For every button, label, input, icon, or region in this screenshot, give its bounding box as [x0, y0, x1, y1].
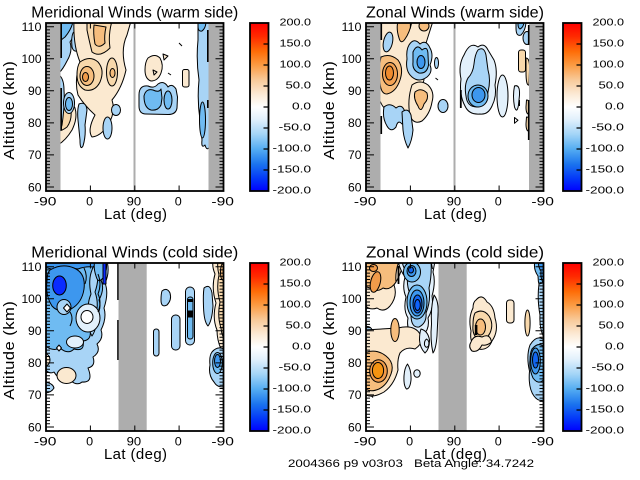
svg-text:Meridional Winds (warm side): Meridional Winds (warm side) — [31, 4, 238, 21]
svg-text:150.0: 150.0 — [593, 279, 625, 290]
svg-text:50.0: 50.0 — [599, 321, 625, 332]
svg-text:Altitude (km): Altitude (km) — [1, 301, 18, 400]
svg-text:Altitude (km): Altitude (km) — [1, 61, 18, 160]
svg-text:70: 70 — [348, 148, 362, 162]
svg-text:2004366 p9 v03r03 Beta Angle: 2004366 p9 v03r03 Beta Angle: 34.7242 — [288, 458, 534, 470]
svg-text:-50.0: -50.0 — [279, 363, 312, 374]
svg-text:-200.0: -200.0 — [586, 426, 625, 437]
svg-text:0.0: 0.0 — [292, 102, 311, 113]
svg-text:80: 80 — [28, 356, 42, 370]
svg-text:-150.0: -150.0 — [273, 405, 312, 416]
svg-text:50.0: 50.0 — [599, 81, 625, 92]
svg-text:60: 60 — [28, 180, 42, 194]
svg-text:90: 90 — [28, 84, 42, 98]
svg-text:150.0: 150.0 — [280, 279, 312, 290]
svg-text:80: 80 — [28, 116, 42, 130]
svg-text:50.0: 50.0 — [286, 321, 312, 332]
svg-text:0: 0 — [86, 195, 93, 209]
svg-text:90: 90 — [348, 324, 362, 338]
svg-text:90: 90 — [28, 324, 42, 338]
svg-text:90: 90 — [127, 435, 142, 449]
svg-text:100: 100 — [22, 52, 42, 66]
svg-text:0.0: 0.0 — [292, 342, 311, 353]
svg-text:100.0: 100.0 — [280, 300, 312, 311]
svg-text:200.0: 200.0 — [280, 258, 312, 269]
svg-text:100: 100 — [342, 52, 362, 66]
svg-text:0: 0 — [175, 435, 182, 449]
svg-text:Zonal Winds (warm side): Zonal Winds (warm side) — [366, 4, 544, 21]
svg-text:0.0: 0.0 — [605, 342, 624, 353]
svg-text:90: 90 — [348, 84, 362, 98]
svg-text:100.0: 100.0 — [593, 60, 625, 71]
svg-text:Lat (deg): Lat (deg) — [104, 446, 168, 463]
svg-text:Lat (deg): Lat (deg) — [424, 446, 488, 463]
svg-text:-200.0: -200.0 — [273, 186, 312, 197]
svg-text:100: 100 — [342, 292, 362, 306]
svg-text:90: 90 — [447, 195, 462, 209]
svg-text:90: 90 — [447, 435, 462, 449]
svg-text:0: 0 — [495, 195, 502, 209]
svg-text:-200.0: -200.0 — [273, 426, 312, 437]
svg-text:-100.0: -100.0 — [273, 144, 312, 155]
svg-text:200.0: 200.0 — [280, 18, 312, 29]
svg-text:-100.0: -100.0 — [586, 384, 625, 395]
svg-text:Zonal Winds (cold side): Zonal Winds (cold side) — [366, 244, 544, 261]
svg-text:Lat (deg): Lat (deg) — [424, 206, 488, 223]
svg-text:-150.0: -150.0 — [586, 165, 625, 176]
svg-text:-90: -90 — [531, 435, 554, 449]
svg-text:150.0: 150.0 — [280, 39, 312, 50]
svg-text:Meridional Winds (cold side): Meridional Winds (cold side) — [31, 244, 238, 261]
svg-text:-90: -90 — [34, 195, 57, 209]
svg-text:100.0: 100.0 — [593, 300, 625, 311]
svg-text:-150.0: -150.0 — [273, 165, 312, 176]
svg-text:110: 110 — [342, 260, 362, 274]
svg-text:0: 0 — [86, 435, 93, 449]
svg-text:-50.0: -50.0 — [592, 363, 625, 374]
svg-text:70: 70 — [348, 388, 362, 402]
svg-text:50.0: 50.0 — [286, 81, 312, 92]
svg-text:70: 70 — [28, 148, 42, 162]
svg-text:-100.0: -100.0 — [273, 384, 312, 395]
svg-text:60: 60 — [348, 420, 362, 434]
svg-text:60: 60 — [28, 420, 42, 434]
svg-text:0: 0 — [175, 195, 182, 209]
svg-text:-90: -90 — [354, 435, 377, 449]
svg-text:80: 80 — [348, 356, 362, 370]
svg-text:-50.0: -50.0 — [279, 123, 312, 134]
svg-text:70: 70 — [28, 388, 42, 402]
svg-text:Lat (deg): Lat (deg) — [104, 206, 168, 223]
svg-text:-90: -90 — [354, 195, 377, 209]
svg-text:110: 110 — [342, 20, 362, 34]
svg-text:110: 110 — [22, 20, 42, 34]
svg-text:0.0: 0.0 — [605, 102, 624, 113]
svg-text:200.0: 200.0 — [593, 18, 625, 29]
svg-text:110: 110 — [22, 260, 42, 274]
svg-text:0: 0 — [495, 435, 502, 449]
svg-text:150.0: 150.0 — [593, 39, 625, 50]
svg-text:-150.0: -150.0 — [586, 405, 625, 416]
svg-text:-50.0: -50.0 — [592, 123, 625, 134]
svg-text:200.0: 200.0 — [593, 258, 625, 269]
svg-text:60: 60 — [348, 180, 362, 194]
svg-text:-100.0: -100.0 — [586, 144, 625, 155]
svg-text:90: 90 — [127, 195, 142, 209]
svg-text:-90: -90 — [531, 195, 554, 209]
svg-text:-90: -90 — [211, 435, 234, 449]
svg-text:80: 80 — [348, 116, 362, 130]
svg-text:0: 0 — [406, 195, 413, 209]
svg-text:100: 100 — [22, 292, 42, 306]
svg-text:0: 0 — [406, 435, 413, 449]
svg-text:-200.0: -200.0 — [586, 186, 625, 197]
svg-text:-90: -90 — [34, 435, 57, 449]
svg-text:Altitude (km): Altitude (km) — [321, 61, 338, 160]
svg-text:-90: -90 — [211, 195, 234, 209]
svg-text:100.0: 100.0 — [280, 60, 312, 71]
svg-text:Altitude (km): Altitude (km) — [321, 301, 338, 400]
